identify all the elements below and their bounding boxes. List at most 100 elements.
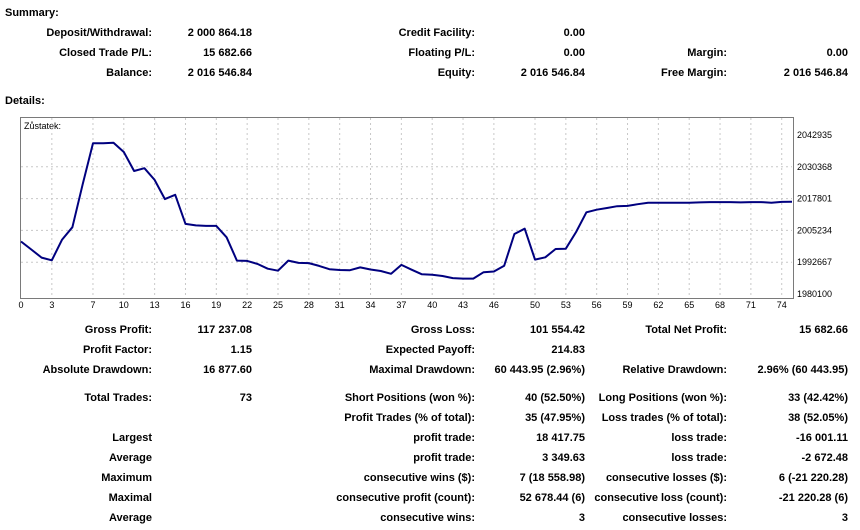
long-positions-value: 33 (42.42%)	[788, 392, 848, 404]
x-tick-label: 13	[150, 300, 160, 310]
average-label: Average	[108, 452, 152, 464]
details-title: Details:	[5, 95, 45, 107]
deposit-value: 2 000 864.18	[187, 27, 252, 39]
profit-factor-label: Profit Factor:	[82, 344, 152, 356]
balance-chart	[20, 117, 794, 299]
balance-chart-svg: Zůstatek: 2042935 2030368 2017801 2005234 199…	[18, 118, 832, 310]
long-positions-label: Long Positions (won %):	[598, 392, 727, 404]
profit-trades-value: 35 (47.95%)	[525, 412, 585, 424]
avg-cons-wins-value: 3	[578, 512, 585, 524]
profit-trades-label: Profit Trades (% of total):	[344, 412, 475, 424]
profit-factor-value: 1.15	[230, 344, 252, 356]
maximal-label: Maximal	[108, 492, 152, 504]
x-tick-label: 40	[427, 300, 437, 310]
chart-title: Zůstatek:	[24, 121, 61, 131]
maximum-label: Maximum	[101, 472, 152, 484]
x-tick-label: 34	[366, 300, 376, 310]
average-profit-label: profit trade:	[413, 452, 475, 464]
x-tick-label: 62	[653, 300, 663, 310]
x-tick-label: 19	[211, 300, 221, 310]
gross-profit-value: 117 237.08	[197, 324, 252, 336]
maximal-drawdown-label: Maximal Drawdown:	[369, 364, 475, 376]
total-trades-label: Total Trades:	[84, 392, 152, 404]
relative-drawdown-label: Relative Drawdown:	[622, 364, 727, 376]
x-tick-label: 65	[684, 300, 694, 310]
maximal-cons-profit-value: 52 678.44 (6)	[519, 492, 585, 504]
y-tick-label: 1980100	[797, 289, 832, 299]
loss-trades-value: 38 (52.05%)	[788, 412, 848, 424]
total-net-profit-value: 15 682.66	[799, 324, 848, 336]
max-cons-wins-value: 7 (18 558.98)	[519, 472, 585, 484]
gross-loss-label: Gross Loss:	[410, 324, 475, 336]
floating-pl-value: 0.00	[563, 47, 585, 59]
closed-pl-label: Closed Trade P/L:	[59, 47, 152, 59]
x-tick-label: 43	[458, 300, 468, 310]
total-trades-value: 73	[239, 392, 252, 404]
y-tick-label: 2042935	[797, 130, 832, 140]
largest-profit-label: profit trade:	[413, 432, 475, 444]
gross-loss-value: 101 554.42	[529, 324, 585, 336]
x-tick-label: 10	[119, 300, 129, 310]
balance-label: Balance:	[106, 67, 152, 79]
y-tick-label: 2005234	[797, 225, 832, 235]
gross-profit-label: Gross Profit:	[84, 324, 152, 336]
deposit-label: Deposit/Withdrawal:	[46, 27, 152, 39]
x-tick-label: 50	[530, 300, 540, 310]
x-tick-label: 53	[561, 300, 571, 310]
avg-cons-wins-label: consecutive wins:	[380, 512, 475, 524]
max-cons-losses-value: 6 (-21 220.28)	[778, 472, 848, 484]
absolute-drawdown-label: Absolute Drawdown:	[42, 364, 152, 376]
x-tick-label: 3	[49, 300, 54, 310]
short-positions-label: Short Positions (won %):	[344, 392, 475, 404]
short-positions-value: 40 (52.50%)	[525, 392, 585, 404]
x-tick-label: 7	[90, 300, 95, 310]
equity-value: 2 016 546.84	[520, 67, 585, 79]
x-tick-label: 22	[242, 300, 252, 310]
x-tick-label: 56	[592, 300, 602, 310]
x-tick-label: 0	[18, 300, 23, 310]
maximal-cons-profit-label: consecutive profit (count):	[336, 492, 475, 504]
x-tick-label: 68	[715, 300, 725, 310]
credit-label: Credit Facility:	[398, 27, 475, 39]
free-margin-label: Free Margin:	[660, 67, 727, 79]
y-tick-label: 2030368	[797, 162, 832, 172]
maximal-cons-loss-value: -21 220.28 (6)	[778, 492, 848, 504]
average2-label: Average	[108, 512, 152, 524]
average-loss-label: loss trade:	[671, 452, 727, 464]
maximal-drawdown-value: 60 443.95 (2.96%)	[494, 364, 585, 376]
avg-cons-losses-label: consecutive losses:	[622, 512, 727, 524]
x-tick-label: 71	[746, 300, 756, 310]
x-tick-label: 46	[489, 300, 499, 310]
x-tick-label: 16	[180, 300, 190, 310]
summary-title: Summary:	[5, 7, 59, 19]
margin-label: Margin:	[687, 47, 727, 59]
average-profit-value: 3 349.63	[542, 452, 585, 464]
absolute-drawdown-value: 16 877.60	[203, 364, 252, 376]
expected-payoff-value: 214.83	[551, 344, 585, 356]
closed-pl-value: 15 682.66	[203, 47, 252, 59]
total-net-profit-label: Total Net Profit:	[645, 324, 727, 336]
y-tick-label: 2017801	[797, 194, 832, 204]
max-cons-losses-label: consecutive losses ($):	[605, 472, 727, 484]
y-tick-label: 1992667	[797, 257, 832, 267]
floating-pl-label: Floating P/L:	[408, 47, 475, 59]
equity-label: Equity:	[437, 67, 475, 79]
relative-drawdown-value: 2.96% (60 443.95)	[757, 364, 848, 376]
largest-loss-label: loss trade:	[671, 432, 727, 444]
largest-label: Largest	[112, 432, 152, 444]
balance-line	[20, 141, 793, 280]
avg-cons-losses-value: 3	[841, 512, 848, 524]
expected-payoff-label: Expected Payoff:	[385, 344, 475, 356]
margin-value: 0.00	[826, 47, 848, 59]
credit-value: 0.00	[563, 27, 585, 39]
loss-trades-label: Loss trades (% of total):	[601, 412, 727, 424]
average-loss-value: -2 672.48	[801, 452, 848, 464]
largest-profit-value: 18 417.75	[536, 432, 585, 444]
x-tick-label: 31	[335, 300, 345, 310]
maximal-cons-loss-label: consecutive loss (count):	[594, 492, 727, 504]
free-margin-value: 2 016 546.84	[783, 67, 848, 79]
x-tick-label: 74	[777, 300, 787, 310]
x-tick-label: 25	[273, 300, 283, 310]
largest-loss-value: -16 001.11	[796, 432, 848, 444]
x-tick-label: 37	[396, 300, 406, 310]
